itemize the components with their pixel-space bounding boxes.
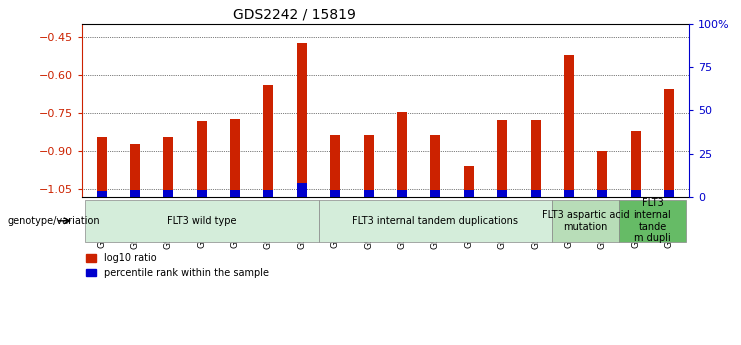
Bar <box>297 43 307 197</box>
Bar <box>364 190 373 197</box>
Bar <box>664 89 674 197</box>
Bar <box>397 190 407 197</box>
Bar <box>531 190 541 197</box>
Bar <box>196 120 207 197</box>
Bar <box>497 120 507 197</box>
Bar <box>163 190 173 197</box>
Bar <box>619 200 685 242</box>
Bar <box>264 85 273 197</box>
Bar <box>564 190 574 197</box>
Bar <box>631 131 641 197</box>
Text: FLT3
internal
tande
m dupli: FLT3 internal tande m dupli <box>634 198 671 243</box>
Bar <box>319 200 552 242</box>
Bar <box>130 144 140 197</box>
Bar <box>464 166 473 197</box>
Bar <box>664 190 674 197</box>
Text: FLT3 aspartic acid
mutation: FLT3 aspartic acid mutation <box>542 210 629 231</box>
Bar <box>297 183 307 197</box>
Bar <box>96 191 107 197</box>
Bar <box>564 55 574 197</box>
Bar <box>130 190 140 197</box>
Bar <box>431 135 440 197</box>
Bar <box>330 135 340 197</box>
Bar <box>264 190 273 197</box>
Bar <box>397 112 407 197</box>
Bar <box>364 135 373 197</box>
Bar <box>96 137 107 197</box>
Bar <box>552 200 619 242</box>
Bar <box>464 190 473 197</box>
Bar <box>330 190 340 197</box>
Text: genotype/variation: genotype/variation <box>7 216 100 226</box>
Title: GDS2242 / 15819: GDS2242 / 15819 <box>233 8 356 22</box>
Bar <box>431 190 440 197</box>
Bar <box>531 120 541 197</box>
Text: FLT3 internal tandem duplications: FLT3 internal tandem duplications <box>353 216 519 226</box>
Bar <box>85 200 319 242</box>
Bar <box>597 151 608 197</box>
Text: FLT3 wild type: FLT3 wild type <box>167 216 236 226</box>
Bar <box>163 137 173 197</box>
Legend: log10 ratio, percentile rank within the sample: log10 ratio, percentile rank within the … <box>87 253 269 278</box>
Bar <box>497 190 507 197</box>
Bar <box>230 119 240 197</box>
Bar <box>196 190 207 197</box>
Bar <box>631 190 641 197</box>
Bar <box>597 190 608 197</box>
Bar <box>230 190 240 197</box>
